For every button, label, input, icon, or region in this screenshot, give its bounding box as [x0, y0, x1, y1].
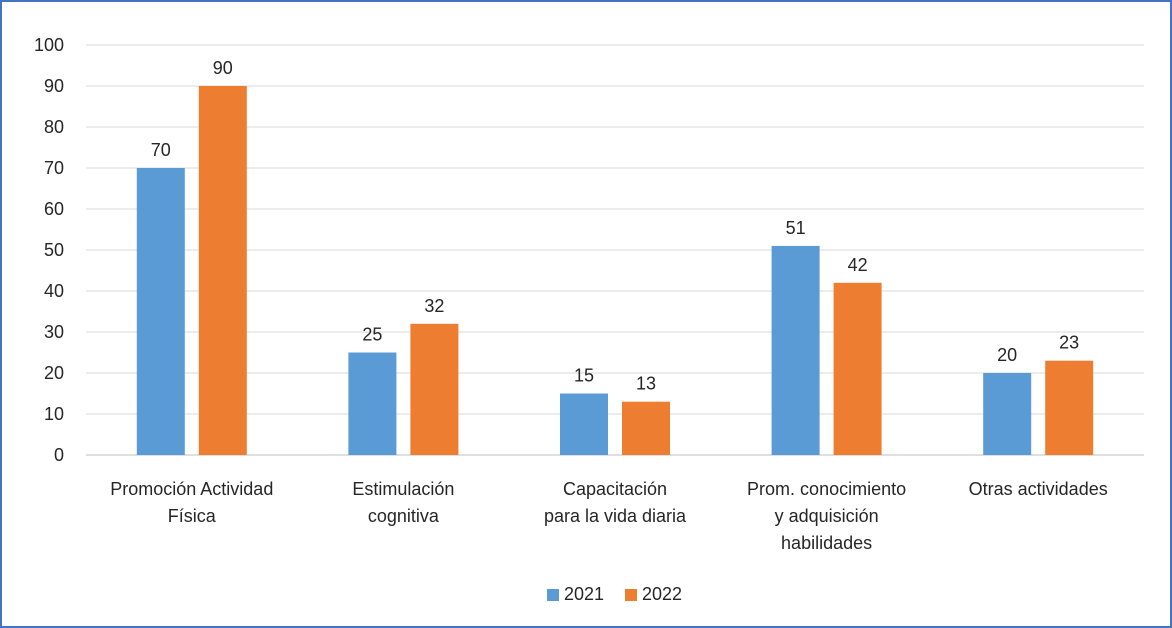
bar-2021-2 [560, 393, 608, 455]
y-tick-label: 0 [54, 445, 64, 465]
data-label: 32 [424, 296, 444, 316]
legend: 2021 2022 [547, 584, 682, 604]
bar-2022-2 [622, 401, 670, 455]
y-tick-label: 40 [44, 281, 64, 301]
y-tick-label: 80 [44, 117, 64, 137]
x-axis-categories: Promoción Actividad Física Estimulación cog… [110, 479, 1107, 553]
data-label: 15 [574, 366, 594, 386]
legend-label-2022: 2022 [642, 584, 682, 604]
data-label: 70 [151, 140, 171, 160]
bar-2022-4 [1045, 360, 1094, 455]
y-tick-label: 10 [44, 404, 64, 424]
category-label: Promoción Actividad Física [110, 479, 273, 526]
y-tick-label: 60 [44, 199, 64, 219]
bar-2021-3 [771, 245, 820, 455]
y-tick-label: 70 [44, 158, 64, 178]
y-tick-label: 50 [44, 240, 64, 260]
gridlines [86, 44, 1144, 456]
data-label: 90 [213, 58, 233, 78]
data-labels: 70 90 25 32 15 13 51 42 20 23 [151, 58, 1079, 394]
legend-swatch-2022 [625, 589, 637, 601]
y-tick-label: 30 [44, 322, 64, 342]
category-label: Prom. conocimiento y adquisición habilidad… [747, 479, 906, 553]
bar-2021-1 [348, 352, 397, 455]
bar-2022-1 [410, 323, 459, 455]
y-axis-ticks: 0 10 20 30 40 50 60 70 80 90 100 [34, 35, 64, 465]
data-label: 51 [786, 218, 806, 238]
legend-swatch-2021 [547, 589, 559, 601]
data-label: 25 [362, 325, 382, 345]
data-label: 23 [1059, 333, 1079, 353]
legend-label-2021: 2021 [564, 584, 604, 604]
y-tick-label: 20 [44, 363, 64, 383]
category-label: Otras actividades [969, 479, 1108, 499]
data-label: 42 [848, 255, 868, 275]
bars [136, 86, 1094, 455]
bar-2022-3 [833, 282, 882, 455]
category-label: Estimulación cognitiva [352, 479, 454, 526]
data-label: 20 [997, 345, 1017, 365]
category-label: Capacitación para la vida diaria [544, 479, 687, 526]
bar-2021-0 [136, 168, 185, 455]
bar-2021-4 [983, 373, 1032, 455]
y-tick-label: 100 [34, 35, 64, 55]
data-label: 13 [636, 374, 656, 394]
bar-2022-0 [198, 86, 247, 455]
y-tick-label: 90 [44, 76, 64, 96]
